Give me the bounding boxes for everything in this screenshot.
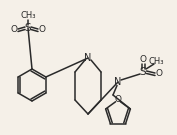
Text: O: O [156,70,162,78]
Text: N: N [114,77,122,87]
Text: N: N [84,53,92,63]
Text: O: O [10,26,18,35]
Text: CH₃: CH₃ [20,11,36,21]
Text: CH₃: CH₃ [148,57,164,65]
Text: O: O [39,26,45,35]
Text: O: O [115,95,121,104]
Text: S: S [25,23,31,33]
Text: S: S [140,67,146,77]
Text: O: O [139,55,147,65]
